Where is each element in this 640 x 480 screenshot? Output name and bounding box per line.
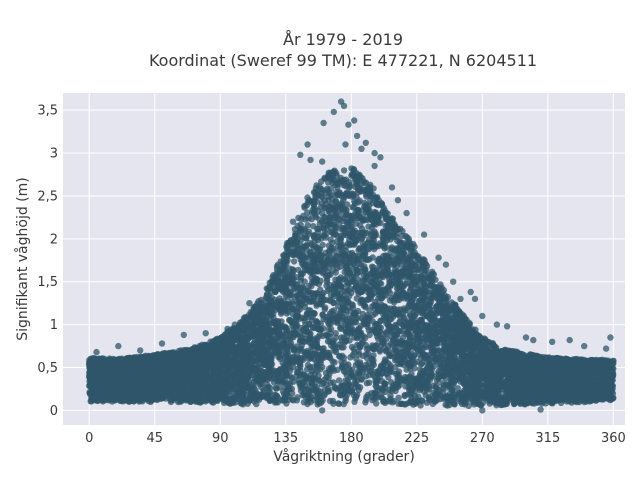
- data-point: [301, 278, 308, 285]
- data-point: [321, 306, 328, 313]
- data-point: [289, 300, 296, 307]
- data-point: [348, 343, 356, 351]
- data-point: [318, 178, 325, 185]
- data-point: [290, 306, 297, 313]
- data-point: [370, 361, 377, 369]
- data-point: [320, 225, 327, 233]
- data-point: [422, 392, 429, 399]
- data-point: [335, 377, 343, 384]
- data-point: [304, 222, 311, 229]
- data-point: [365, 289, 372, 296]
- data-point: [340, 167, 348, 174]
- data-point: [337, 392, 344, 399]
- data-point: [343, 201, 351, 208]
- data-point: [297, 221, 304, 228]
- data-point: [330, 267, 337, 274]
- data-points: [86, 98, 617, 414]
- data-point: [290, 258, 298, 265]
- data-point: [426, 396, 433, 404]
- data-point: [395, 394, 402, 401]
- data-point: [346, 293, 353, 300]
